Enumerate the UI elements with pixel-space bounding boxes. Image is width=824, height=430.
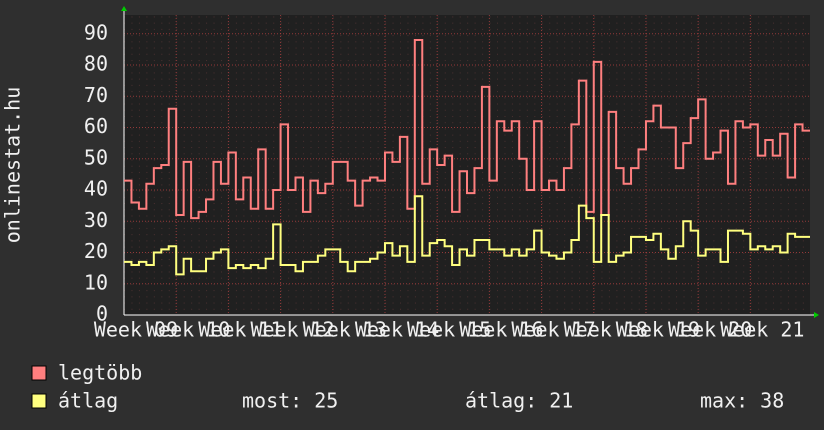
x-arrow <box>814 312 819 318</box>
stat-label: most: <box>242 389 302 413</box>
y-tick-label: 10 <box>84 270 108 294</box>
y-tick-label: 30 <box>84 208 108 232</box>
legend-label: átlag <box>58 389 118 413</box>
series-line <box>124 195 810 276</box>
y-tick-label: 50 <box>84 145 108 169</box>
x-tick-label: Week 18 <box>564 318 648 342</box>
y-tick-label: 40 <box>84 177 108 201</box>
x-tick-label: Week 09 <box>94 318 178 342</box>
x-tick-label: Week 11 <box>198 318 282 342</box>
y-arrow <box>121 6 127 11</box>
stat-value: 25 <box>314 389 338 413</box>
series-line <box>124 39 810 220</box>
stat-label: átlag: <box>465 389 537 413</box>
plot-area <box>124 15 810 315</box>
legend-label: legtöbb <box>58 361 142 385</box>
x-tick-label: Week 14 <box>355 318 439 342</box>
y-tick-label: 90 <box>84 20 108 44</box>
y-tick-label: 80 <box>84 52 108 76</box>
stat-value: 38 <box>760 389 784 413</box>
x-tick-label: Week 12 <box>250 318 334 342</box>
vertical-label: onlinestat.hu <box>1 87 25 244</box>
y-tick-label: 20 <box>84 239 108 263</box>
legend-swatch <box>31 393 47 409</box>
x-tick-label: Week 13 <box>303 318 387 342</box>
stat-value: 21 <box>549 389 573 413</box>
x-tick-label: Week 17 <box>511 318 595 342</box>
y-tick-label: 70 <box>84 83 108 107</box>
legend-swatch <box>31 365 47 381</box>
x-tick-label: Week 15 <box>407 318 491 342</box>
x-tick-label: Week 19 <box>616 318 700 342</box>
x-tick-label: Week 20 <box>668 318 752 342</box>
x-tick-label: Week 10 <box>146 318 230 342</box>
stat-label: max: <box>700 389 748 413</box>
x-tick-label: Week 16 <box>459 318 543 342</box>
y-tick-label: 0 <box>96 302 108 326</box>
y-tick-label: 60 <box>84 114 108 138</box>
x-tick-label: Week 21 <box>720 318 804 342</box>
